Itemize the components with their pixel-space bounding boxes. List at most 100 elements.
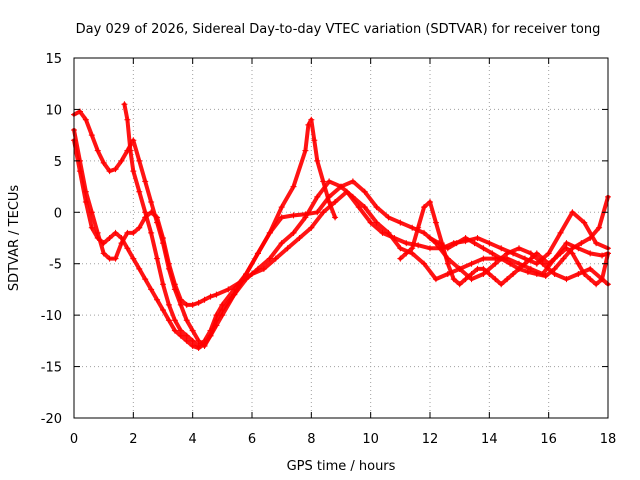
data-point-marker <box>213 312 220 319</box>
series-trace-a <box>71 108 611 349</box>
data-point-marker <box>504 276 511 283</box>
data-point-marker <box>587 265 594 272</box>
data-point-marker <box>249 271 255 277</box>
data-point-marker <box>148 286 155 293</box>
data-point-marker <box>474 265 481 272</box>
data-point-marker <box>296 235 303 241</box>
data-point-marker <box>290 183 297 190</box>
data-point-marker <box>106 235 113 241</box>
data-point-marker <box>207 293 214 300</box>
data-point-marker <box>421 229 428 236</box>
data-point-marker <box>557 229 564 236</box>
series-line <box>72 109 610 348</box>
data-point-marker <box>177 332 184 339</box>
data-point-marker <box>507 260 514 267</box>
data-point-marker <box>130 255 137 262</box>
y-tick-label: 5 <box>54 155 62 170</box>
data-point-marker <box>415 224 422 231</box>
x-axis-label: GPS time / hours <box>287 459 396 474</box>
data-point-marker <box>183 301 190 308</box>
data-point-marker <box>462 276 469 283</box>
data-point-marker <box>130 229 137 236</box>
data-point-marker <box>421 204 428 211</box>
data-point-marker <box>142 276 149 283</box>
data-point-marker <box>524 268 531 275</box>
data-point-marker <box>498 245 505 252</box>
data-point-marker <box>551 255 558 262</box>
data-point-marker <box>480 265 487 272</box>
data-point-marker <box>498 255 505 262</box>
series-trace-d <box>121 101 339 349</box>
data-point-marker <box>243 271 250 277</box>
data-point-marker <box>82 116 89 123</box>
data-point-marker <box>551 265 558 272</box>
data-point-marker <box>435 240 442 247</box>
data-point-marker <box>112 229 119 236</box>
data-point-marker <box>254 250 261 257</box>
data-point-marker <box>106 168 113 175</box>
data-point-marker <box>177 327 184 334</box>
y-tick-label: 15 <box>45 52 62 67</box>
data-point-marker <box>148 199 155 205</box>
data-point-marker <box>444 245 451 252</box>
data-point-marker <box>165 260 172 267</box>
x-tick-label: 2 <box>129 432 137 447</box>
y-tick-label: 0 <box>54 206 62 221</box>
data-point-marker <box>498 281 505 288</box>
data-point-marker <box>314 157 321 164</box>
data-point-marker <box>474 235 481 241</box>
data-point-marker <box>557 250 564 257</box>
data-point-marker <box>100 159 107 166</box>
data-point-marker <box>599 252 606 259</box>
data-point-marker <box>171 327 178 334</box>
data-point-marker <box>453 240 460 247</box>
data-point-marker <box>94 235 101 241</box>
data-point-marker <box>403 250 410 257</box>
data-point-marker <box>142 178 149 185</box>
data-point-marker <box>456 281 463 288</box>
data-point-marker <box>521 255 528 262</box>
x-tick-label: 16 <box>540 432 557 447</box>
data-point-marker <box>367 219 374 226</box>
data-point-marker <box>355 204 362 211</box>
plot-area <box>73 57 609 419</box>
data-point-marker <box>189 337 196 344</box>
data-point-marker <box>82 199 89 205</box>
data-point-marker <box>533 250 540 257</box>
data-point-marker <box>593 240 600 247</box>
data-point-marker <box>100 250 107 257</box>
data-point-marker <box>432 276 439 283</box>
data-point-marker <box>361 204 368 211</box>
x-tick-label: 8 <box>307 432 315 447</box>
data-point-marker <box>492 260 499 267</box>
data-point-marker <box>533 260 540 267</box>
data-point-marker <box>409 224 416 231</box>
data-point-marker <box>397 245 404 252</box>
data-point-marker <box>385 214 392 221</box>
data-point-marker <box>154 214 161 221</box>
data-point-marker <box>130 168 137 175</box>
data-point-marker <box>432 219 439 226</box>
data-point-marker <box>373 204 380 211</box>
data-point-marker <box>456 265 463 272</box>
data-point-marker <box>563 240 570 247</box>
data-point-marker <box>171 281 178 288</box>
data-point-marker <box>231 286 238 293</box>
data-point-marker <box>154 296 161 303</box>
data-point-marker <box>587 235 594 241</box>
series-trace-f <box>427 193 611 280</box>
data-point-marker <box>219 301 226 308</box>
data-traces <box>71 101 611 352</box>
data-point-marker <box>391 235 398 241</box>
x-tick-label: 14 <box>481 432 498 447</box>
data-point-marker <box>409 250 416 257</box>
data-point-marker <box>266 255 273 262</box>
data-point-marker <box>207 327 214 334</box>
data-point-marker <box>189 301 196 308</box>
data-point-marker <box>183 317 190 324</box>
data-point-marker <box>599 276 606 283</box>
data-point-marker <box>124 245 131 252</box>
data-point-marker <box>527 255 534 262</box>
data-point-marker <box>305 121 312 128</box>
y-tick-label: -20 <box>41 412 62 427</box>
